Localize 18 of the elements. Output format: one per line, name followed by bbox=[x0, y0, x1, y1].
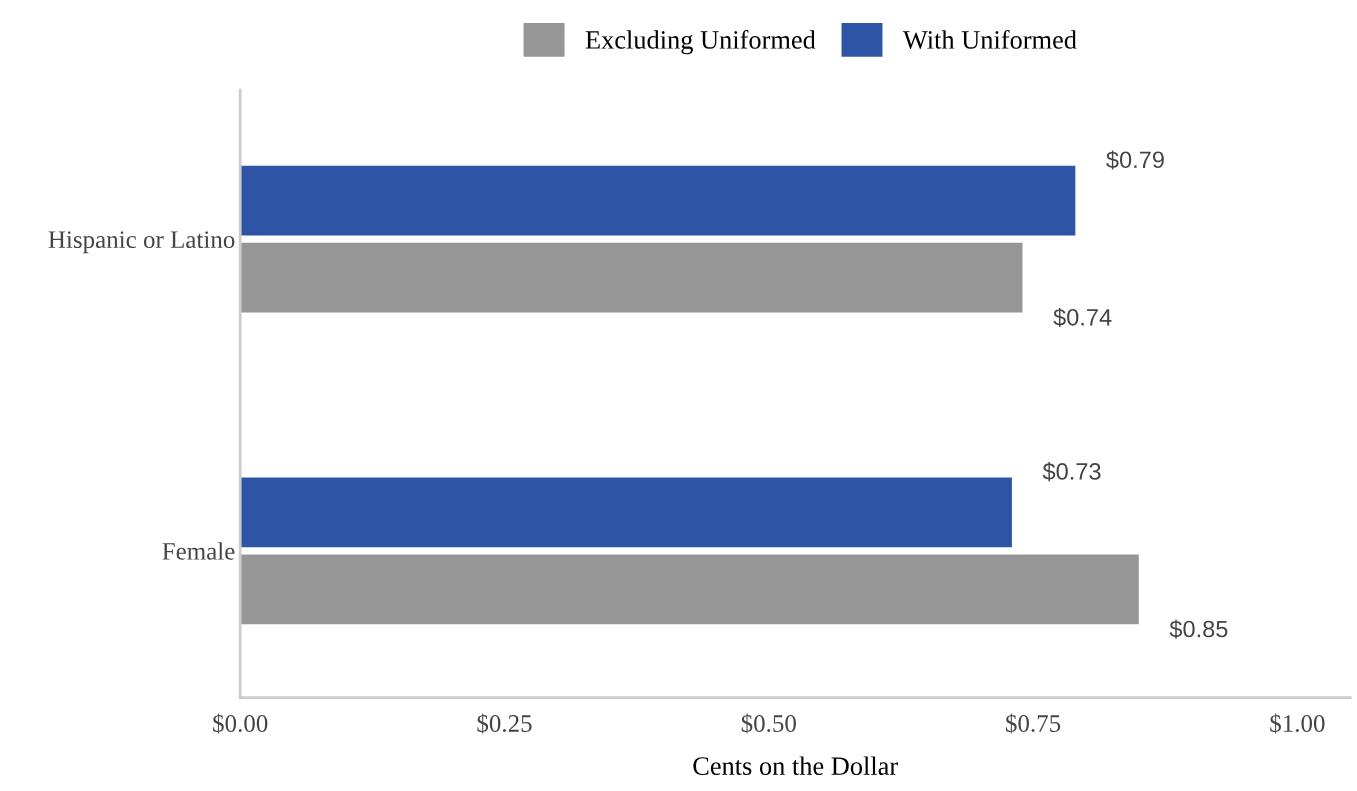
bar bbox=[240, 242, 1023, 313]
bar bbox=[240, 477, 1012, 548]
x-tick-label: $0.50 bbox=[741, 713, 796, 734]
data-label: $0.85 bbox=[1169, 619, 1228, 639]
data-label: $0.79 bbox=[1106, 150, 1164, 170]
bar bbox=[240, 554, 1139, 625]
data-label: $0.74 bbox=[1053, 307, 1112, 328]
y-tick-label: Hispanic or Latino bbox=[48, 231, 235, 254]
x-tick-label: $0.75 bbox=[1006, 713, 1061, 734]
x-tick-label: $0.00 bbox=[213, 713, 268, 734]
x-tick-label: $1.00 bbox=[1270, 713, 1325, 734]
data-label: $0.73 bbox=[1042, 462, 1101, 482]
x-axis-title: Cents on the Dollar bbox=[693, 756, 898, 776]
legend-label: Excluding Uniformed bbox=[585, 29, 816, 55]
x-tick-label: $0.25 bbox=[477, 713, 532, 734]
bar bbox=[240, 165, 1076, 236]
y-tick-label: Female bbox=[162, 542, 235, 560]
legend-label: With Uniformed bbox=[902, 29, 1077, 49]
